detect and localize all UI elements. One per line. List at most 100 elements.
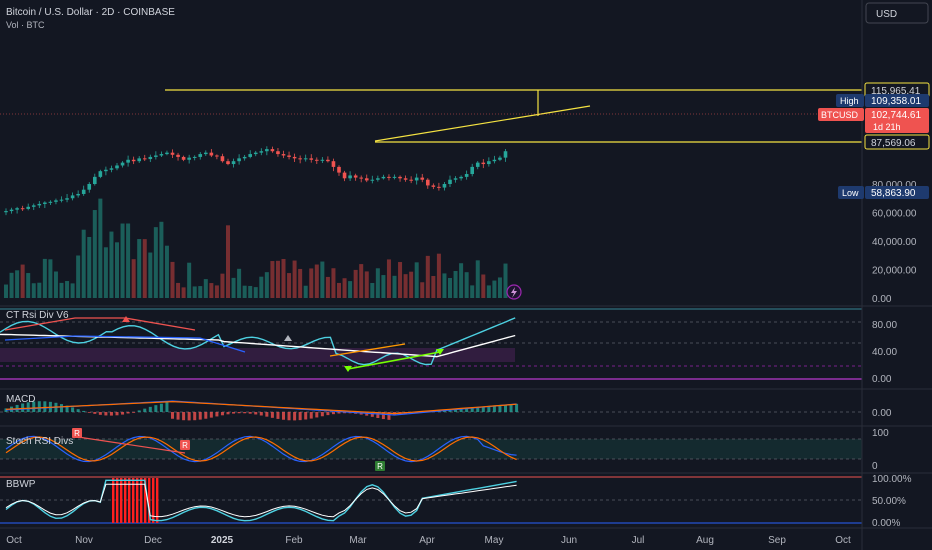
svg-text:1d 21h: 1d 21h [873, 122, 901, 132]
lightning-icon[interactable] [506, 284, 522, 300]
svg-text:Low: Low [842, 188, 859, 198]
candle-body [276, 151, 280, 155]
macd-bar [215, 412, 219, 417]
macd-bar [315, 412, 319, 418]
volume-bar [48, 259, 53, 298]
currency-button[interactable]: USD [865, 2, 929, 24]
volume-bar [226, 225, 230, 298]
volume-bar [142, 239, 147, 298]
time-label: Jul [632, 535, 645, 546]
macd-bar [515, 403, 519, 412]
volume-bar [148, 252, 153, 298]
volume-bar [420, 282, 425, 298]
candle-body [54, 200, 58, 202]
price-tick: 20,000.00 [872, 266, 917, 277]
svg-text:USD: USD [876, 9, 897, 20]
svg-text:87,569.06: 87,569.06 [871, 138, 916, 149]
volume-bar [264, 272, 269, 298]
volume-bar [187, 262, 192, 298]
candle-body [364, 178, 369, 181]
rsi-marker [436, 349, 444, 355]
bbwp-spike [132, 478, 135, 523]
candle-body [315, 159, 319, 161]
volume-bar [453, 270, 458, 298]
macd-bar [115, 412, 119, 416]
bbwp-spike [152, 478, 155, 523]
candle-body [298, 158, 302, 160]
bbwp-tick: 50.00% [872, 496, 906, 507]
candle-body [265, 149, 269, 152]
macd-bar [143, 408, 147, 412]
bbwp-title[interactable]: BBWP [6, 479, 36, 490]
macd-bar [154, 405, 158, 412]
bbwp-extreme-bars [112, 478, 159, 523]
macd-bar [309, 412, 313, 419]
volume-bar [470, 285, 475, 298]
macd-bar [21, 403, 25, 412]
price-tick: 40,000.00 [872, 237, 917, 248]
candle-body [148, 156, 153, 160]
macd-bar [126, 412, 130, 414]
time-label: Nov [75, 535, 93, 546]
svg-text:High: High [840, 96, 859, 106]
svg-text:R: R [377, 462, 383, 471]
volume-bar [231, 277, 236, 298]
candle-body [9, 209, 14, 212]
macd-bar [265, 412, 269, 417]
volume-bar [203, 279, 208, 298]
candle-body [320, 159, 325, 161]
volume-bar [398, 262, 403, 298]
macd-signal-line [5, 400, 517, 415]
volume-bar [131, 259, 136, 298]
macd-panel [0, 400, 862, 421]
macd-bar [376, 412, 380, 419]
candle-body [231, 161, 236, 165]
macd-bar [98, 412, 102, 415]
volume-bar [209, 283, 214, 298]
macd-bar [232, 412, 236, 414]
candle-body [48, 201, 53, 203]
candle-body [209, 152, 214, 156]
bbwp-spike [156, 478, 159, 523]
macd-bar [270, 412, 274, 418]
volume-bar [153, 227, 158, 298]
macd-bar [298, 412, 302, 421]
svg-text:R: R [182, 441, 188, 450]
volume-bar [320, 261, 325, 298]
bbwp-tick: 100.00% [872, 474, 912, 485]
candle-body [81, 189, 86, 194]
rsi-band [0, 348, 515, 362]
svg-text:109,358.01: 109,358.01 [871, 96, 921, 107]
drawing-lines[interactable] [0, 89, 862, 143]
candle-body [192, 156, 197, 158]
candle-body [176, 154, 180, 157]
rsi-title[interactable]: CT Rsi Div V6 [6, 310, 69, 321]
trend-line[interactable] [374, 105, 591, 142]
volume-bar [464, 272, 469, 298]
candle-body [403, 178, 408, 180]
time-axis[interactable]: Oct Nov Dec 2025 Feb Mar Apr May Jun Jul Aug Sep Oct [6, 535, 851, 546]
volume-bar [281, 258, 286, 298]
volume-bar [386, 259, 391, 298]
candle-body [76, 193, 80, 196]
volume-bar [486, 285, 491, 298]
macd-bar [148, 406, 152, 412]
volume-bar [103, 247, 108, 298]
macd-bar [26, 402, 30, 412]
macd-bar [481, 406, 485, 412]
candle-body [215, 155, 219, 157]
volume-bar [253, 287, 258, 298]
candle-body [487, 161, 491, 165]
bbwp-spike [128, 478, 131, 523]
volume-bar [87, 236, 92, 298]
volume-bar [497, 277, 502, 298]
time-label: 2025 [211, 535, 234, 546]
macd-title[interactable]: MACD [6, 394, 35, 405]
stoch-title[interactable]: Stoch RSI Divs [6, 436, 73, 447]
rsi-tick: 0.00 [872, 374, 892, 385]
rsi-tick: 80.00 [872, 320, 897, 331]
volume-bar [292, 260, 297, 298]
stoch-badge-r: R [180, 440, 190, 450]
